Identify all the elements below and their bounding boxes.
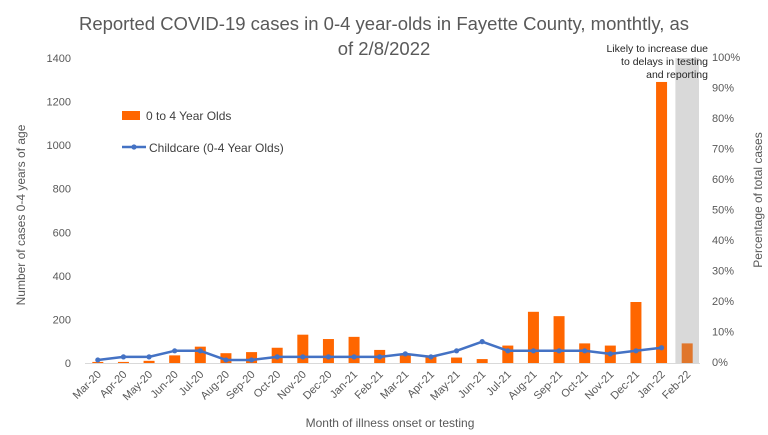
y-tick-label: 0 bbox=[65, 358, 71, 370]
bar bbox=[553, 316, 565, 363]
y2-tick-label: 80% bbox=[712, 113, 734, 125]
bar bbox=[502, 345, 514, 363]
y-tick-label: 400 bbox=[53, 271, 71, 283]
x-tick-label: Dec-21 bbox=[608, 369, 642, 403]
line-point bbox=[223, 357, 229, 363]
y2-tick-label: 100% bbox=[712, 52, 740, 64]
bar bbox=[194, 346, 206, 363]
line-point bbox=[95, 357, 101, 363]
y2-tick-label: 0% bbox=[712, 357, 728, 369]
x-tick-label: Sep-20 bbox=[224, 369, 258, 403]
y2-tick-label: 50% bbox=[712, 205, 734, 217]
line-point bbox=[300, 354, 306, 360]
line-point bbox=[120, 354, 127, 360]
bar bbox=[656, 81, 668, 363]
chart-title: Reported COVID-19 cases in 0-4 year-olds… bbox=[79, 13, 689, 59]
bar bbox=[322, 339, 334, 363]
incomplete-data-shading bbox=[675, 58, 699, 363]
line-point bbox=[633, 348, 639, 354]
chart-title-line-1: Reported COVID-19 cases in 0-4 year-olds… bbox=[79, 13, 689, 34]
annotation-line: to delays in testing bbox=[621, 56, 708, 68]
bar bbox=[297, 334, 309, 363]
y-tick-label: 1200 bbox=[47, 97, 71, 109]
childcare-line bbox=[95, 339, 665, 363]
line-point bbox=[248, 357, 255, 363]
line-point bbox=[197, 348, 203, 354]
line-point bbox=[274, 354, 280, 360]
line-point bbox=[377, 354, 383, 360]
bar bbox=[681, 343, 693, 363]
annotation-line: and reporting bbox=[646, 69, 708, 81]
bar bbox=[169, 355, 181, 363]
y2-tick-label: 70% bbox=[712, 144, 734, 156]
legend-swatch-bar bbox=[122, 111, 140, 120]
line-point bbox=[607, 351, 613, 357]
line-point bbox=[479, 339, 485, 345]
y-tick-label: 600 bbox=[53, 227, 71, 239]
legend: 0 to 4 Year Olds Childcare (0-4 Year Olds… bbox=[122, 109, 284, 155]
y2-tick-label: 60% bbox=[712, 174, 734, 186]
line-point bbox=[146, 354, 152, 360]
bar bbox=[630, 302, 642, 363]
bar bbox=[143, 360, 155, 363]
y2-tick-label: 90% bbox=[712, 83, 734, 95]
y2-tick-label: 10% bbox=[712, 327, 734, 339]
shaded-region bbox=[675, 58, 699, 363]
line-point bbox=[402, 351, 408, 357]
y2-tick-label: 30% bbox=[712, 266, 734, 278]
line-point bbox=[556, 348, 562, 354]
y-tick-label: 800 bbox=[53, 184, 71, 196]
bar bbox=[476, 359, 488, 363]
y-tick-label: 1000 bbox=[47, 140, 71, 152]
y2-tick-label: 20% bbox=[712, 296, 734, 308]
x-tick-label: Feb-22 bbox=[660, 369, 693, 402]
legend-label-line: Childcare (0-4 Year Olds) bbox=[149, 141, 284, 155]
y-axis-title: Number of cases 0-4 years of age bbox=[14, 124, 28, 305]
line-point bbox=[530, 348, 537, 354]
bar bbox=[399, 354, 411, 363]
chart-title-line-2: of 2/8/2022 bbox=[338, 38, 431, 59]
y2-tick-label: 40% bbox=[712, 235, 734, 247]
annotation-line: Likely to increase due bbox=[606, 43, 708, 55]
line-point bbox=[428, 354, 434, 360]
bar bbox=[451, 357, 463, 363]
bar bbox=[117, 361, 129, 363]
legend-swatch-marker bbox=[131, 144, 137, 150]
cases-bars bbox=[92, 81, 693, 363]
x-tick-label: Sep-21 bbox=[532, 369, 566, 403]
x-axis-title: Month of illness onset or testing bbox=[306, 416, 475, 430]
y2-axis-title: Percentage of total cases bbox=[751, 132, 765, 267]
x-tick-label: Jun-20 bbox=[149, 369, 181, 401]
x-tick-label: Jun-21 bbox=[456, 369, 488, 401]
line-point bbox=[351, 354, 357, 360]
line-point bbox=[582, 348, 588, 354]
y-tick-label: 1400 bbox=[47, 53, 71, 65]
bar bbox=[527, 311, 539, 363]
x-tick-label: Dec-20 bbox=[301, 369, 335, 403]
legend-label-bar: 0 to 4 Year Olds bbox=[146, 109, 231, 123]
line-point bbox=[505, 348, 511, 354]
y-tick-label: 200 bbox=[53, 314, 71, 326]
line-point bbox=[325, 354, 332, 360]
line-point bbox=[172, 348, 178, 354]
x-tick-label: Mar-20 bbox=[71, 369, 104, 402]
x-tick-label: Mar-21 bbox=[378, 369, 411, 402]
bar bbox=[348, 336, 360, 363]
line-point bbox=[658, 345, 665, 351]
line-point bbox=[453, 348, 460, 354]
